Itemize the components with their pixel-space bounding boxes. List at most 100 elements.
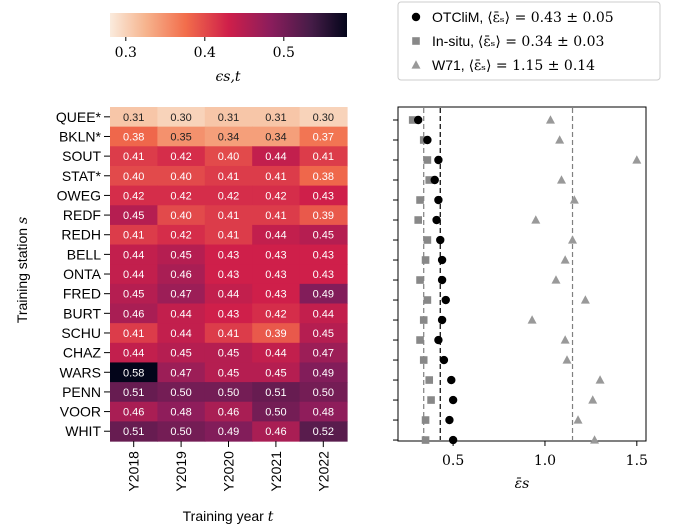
colorbar-gradient bbox=[110, 13, 347, 37]
heatmap-cell bbox=[204, 342, 253, 364]
heatmap-cell bbox=[157, 342, 206, 364]
heatmap-cell bbox=[252, 362, 301, 383]
heatmap-cell bbox=[299, 323, 348, 344]
heatmap-cell-label: 0.45 bbox=[313, 230, 334, 242]
heatmap-cell-label: 0.47 bbox=[313, 348, 334, 360]
heatmap-cell-label: 0.30 bbox=[313, 112, 334, 124]
heatmap-cell-label: 0.51 bbox=[123, 387, 144, 399]
heatmap-cell-label: 0.42 bbox=[265, 190, 286, 202]
heatmap-cell bbox=[157, 421, 206, 442]
legend-marker-circle bbox=[411, 12, 421, 22]
heatmap-cell-label: 0.42 bbox=[265, 308, 286, 320]
heatmap-cell-label: 0.44 bbox=[218, 289, 239, 301]
heatmap-cell-label: 0.43 bbox=[218, 269, 239, 281]
heatmap-cell-label: 0.35 bbox=[170, 131, 191, 143]
heatmap-cell-label: 0.45 bbox=[170, 249, 191, 261]
heatmap-cell bbox=[204, 146, 253, 167]
point-circle bbox=[423, 135, 432, 145]
point-square bbox=[425, 376, 434, 384]
heatmap-x-tick-labels: Y2018 Y2019 Y2020 Y2021 Y2022 bbox=[126, 441, 331, 492]
heatmap-cell bbox=[110, 421, 158, 442]
heatmap-cell-label: 0.44 bbox=[265, 348, 286, 360]
heatmap-cell bbox=[110, 165, 158, 187]
heatmap-cell bbox=[299, 382, 348, 403]
heatmap: 0.31 0.30 0.31 0.31 0.30 0.38 0.35 0.34 0.34 0.37… bbox=[110, 107, 348, 442]
heatmap-cell bbox=[252, 244, 301, 265]
heatmap-cell bbox=[299, 185, 348, 206]
heatmap-cell bbox=[252, 126, 301, 147]
point-circle bbox=[439, 355, 449, 365]
legend-marker-triangle bbox=[411, 60, 421, 69]
heatmap-x-axis-label: Training year t bbox=[183, 508, 274, 525]
heatmap-cell bbox=[110, 185, 158, 206]
heatmap-cell-label: 0.43 bbox=[265, 249, 286, 261]
point-triangle bbox=[560, 255, 570, 264]
heatmap-cell bbox=[252, 283, 301, 305]
heatmap-cell-label: 0.46 bbox=[218, 407, 239, 419]
point-circle bbox=[437, 275, 447, 285]
colorbar-tick-label: 0.3 bbox=[115, 45, 137, 61]
heatmap-cell-label: 0.41 bbox=[123, 230, 144, 242]
heatmap-cell-label: 0.43 bbox=[265, 289, 286, 301]
heatmap-y-tick-labels: QUEE* BKLN* SOUT STAT* OWEG REDF REDH BELL ONTA F… bbox=[56, 109, 110, 439]
heatmap-cell bbox=[252, 185, 301, 206]
heatmap-cell-label: 0.44 bbox=[313, 308, 334, 320]
legend-marker-square bbox=[412, 37, 420, 45]
year-label: Y2018 bbox=[126, 451, 142, 492]
heatmap-cell bbox=[110, 146, 158, 167]
heatmap-cell-label: 0.51 bbox=[123, 426, 144, 438]
heatmap-cell bbox=[299, 244, 348, 265]
year-label: Y2022 bbox=[315, 451, 331, 492]
heatmap-y-axis-label: Training station s bbox=[14, 217, 31, 323]
heatmap-cell bbox=[157, 401, 206, 422]
heatmap-cell bbox=[157, 185, 206, 206]
point-triangle bbox=[551, 275, 561, 284]
heatmap-cell bbox=[299, 146, 348, 167]
heatmap-cell-label: 0.45 bbox=[123, 289, 144, 301]
heatmap-cell bbox=[157, 205, 206, 226]
point-circle bbox=[432, 215, 441, 225]
heatmap-cell bbox=[204, 126, 253, 147]
point-square bbox=[427, 396, 435, 404]
heatmap-cell bbox=[252, 224, 301, 246]
heatmap-cell-label: 0.30 bbox=[170, 112, 191, 124]
point-circle bbox=[430, 175, 439, 185]
heatmap-cell bbox=[204, 303, 253, 324]
heatmap-cell-label: 0.41 bbox=[123, 151, 144, 163]
point-triangle bbox=[590, 435, 600, 444]
heatmap-cell bbox=[157, 323, 206, 344]
point-square bbox=[423, 296, 432, 304]
point-circle bbox=[437, 255, 447, 265]
legend: OTCliM, ⟨ε̄ₛ⟩ = 0.43 ± 0.05 In-situ, ⟨ε̄ₛ… bbox=[397, 1, 661, 81]
heatmap-cell bbox=[110, 107, 158, 128]
heatmap-cell bbox=[252, 205, 301, 226]
heatmap-cell bbox=[157, 146, 206, 167]
heatmap-cell bbox=[204, 185, 253, 206]
point-square bbox=[423, 236, 432, 244]
heatmap-cell bbox=[110, 362, 158, 383]
scatter-x-tick-label: 1.0 bbox=[534, 453, 556, 469]
heatmap-cell bbox=[157, 303, 206, 324]
heatmap-y-axis-label-text: Training station bbox=[14, 224, 30, 323]
point-triangle bbox=[562, 355, 572, 364]
point-circle bbox=[437, 315, 447, 325]
heatmap-cell-label: 0.45 bbox=[170, 348, 191, 360]
point-circle bbox=[441, 295, 450, 305]
point-square bbox=[421, 256, 430, 264]
heatmap-cell bbox=[252, 264, 301, 285]
heatmap-cell bbox=[110, 264, 158, 285]
heatmap-cell bbox=[299, 342, 348, 364]
heatmap-cell-label: 0.48 bbox=[170, 407, 191, 419]
heatmap-x-axis-label-text: Training year bbox=[183, 508, 268, 524]
heatmap-cell-label: 0.44 bbox=[123, 249, 144, 261]
point-circle bbox=[434, 155, 443, 165]
legend-label-name: W71, bbox=[432, 57, 469, 73]
scatter-frame bbox=[397, 106, 647, 442]
heatmap-cell-label: 0.43 bbox=[313, 249, 334, 261]
legend-label-math: ⟨ε̄ₛ⟩ = 0.34 ± 0.03 bbox=[478, 34, 605, 50]
station-label: FRED bbox=[63, 286, 101, 302]
heatmap-cell-label: 0.52 bbox=[313, 426, 334, 438]
heatmap-cell-label: 0.43 bbox=[313, 190, 334, 202]
station-label: ONTA bbox=[63, 266, 102, 282]
